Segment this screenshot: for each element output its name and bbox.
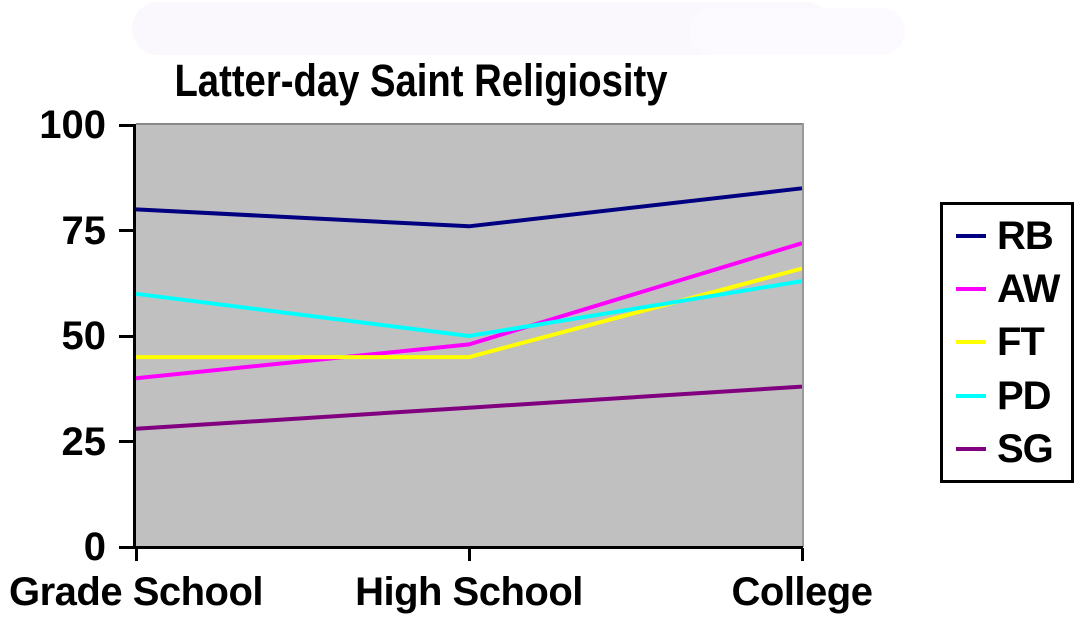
chart-title: Latter-day Saint Religiosity <box>174 55 668 106</box>
x-axis-label-grade-school: Grade School <box>8 570 264 614</box>
y-tick-0 <box>119 545 135 549</box>
y-axis-label-25: 25 <box>61 419 107 464</box>
legend-item-ft: FT <box>943 322 1071 362</box>
series-line-sg <box>135 384 803 431</box>
x-tick-1 <box>467 548 471 561</box>
x-axis-label-high-school: High School <box>355 570 583 614</box>
series-lines <box>135 186 803 431</box>
y-tick-75 <box>119 229 135 232</box>
legend-line-sample-rb <box>956 233 986 238</box>
y-tick-100 <box>119 123 135 127</box>
y-tick-50 <box>119 334 135 338</box>
y-axis-label-75: 75 <box>61 208 107 253</box>
legend-line-sample-aw <box>956 287 986 292</box>
plot-area <box>135 125 803 547</box>
legend-label-ft: FT <box>997 320 1045 365</box>
legend-line-sample-pd <box>956 393 986 398</box>
legend-item-aw: AW <box>943 269 1071 309</box>
plot-border-top <box>136 123 804 125</box>
background-artifact <box>690 8 905 55</box>
series-line-pd <box>135 279 803 339</box>
legend-line-sample-sg <box>956 447 986 452</box>
series-line-rb <box>135 186 803 229</box>
legend-item-pd: PD <box>943 376 1071 416</box>
plot-border-right <box>802 123 804 547</box>
legend-label-pd: PD <box>997 373 1052 418</box>
x-axis <box>134 546 803 549</box>
y-axis-label-50: 50 <box>61 314 107 358</box>
legend-item-rb: RB <box>943 216 1071 256</box>
series-line-aw <box>135 241 803 381</box>
legend-label-rb: RB <box>997 213 1054 258</box>
legend-label-aw: AW <box>997 267 1060 312</box>
y-axis-label-100: 100 <box>39 103 106 147</box>
y-tick-25 <box>119 440 135 443</box>
x-tick-2 <box>800 548 804 561</box>
x-axis-label-college: College <box>731 570 873 614</box>
legend: RB AW FT PD SG <box>940 202 1074 483</box>
y-axis-label-0: 0 <box>83 525 106 569</box>
x-tick-0 <box>134 548 138 561</box>
legend-line-sample-ft <box>956 340 986 345</box>
legend-item-sg: SG <box>943 429 1071 469</box>
legend-label-sg: SG <box>997 427 1054 472</box>
